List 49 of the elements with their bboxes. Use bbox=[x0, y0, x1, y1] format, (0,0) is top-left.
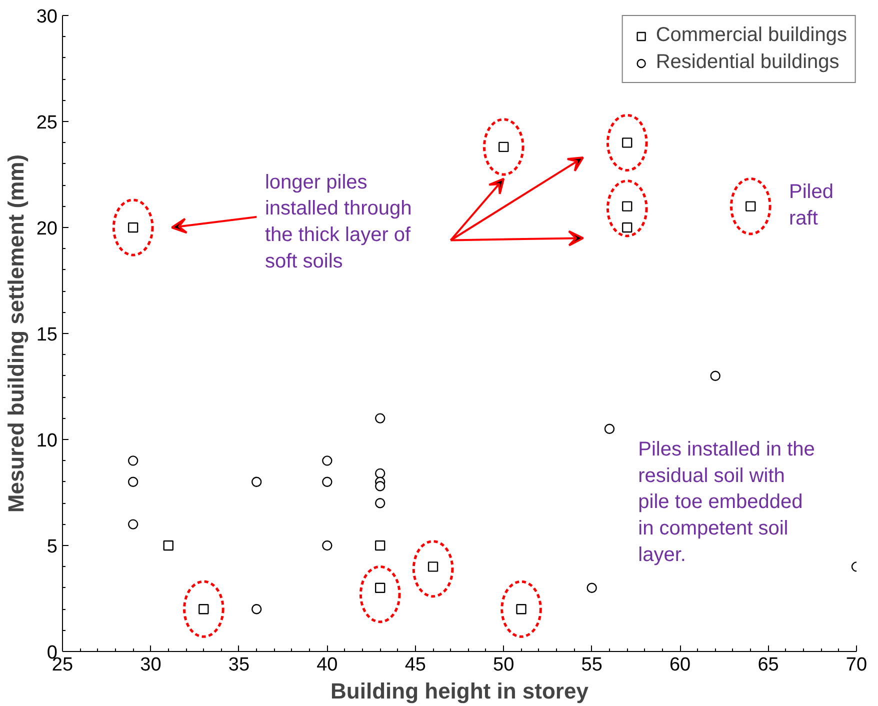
point bbox=[128, 519, 138, 530]
point bbox=[428, 562, 438, 572]
x-tick-label: 35 bbox=[228, 654, 250, 676]
y-tick-label: 10 bbox=[36, 430, 58, 452]
x-tick-label: 70 bbox=[846, 654, 868, 676]
y-tick-label: 30 bbox=[36, 6, 58, 28]
point bbox=[322, 456, 332, 466]
point bbox=[375, 582, 386, 593]
point bbox=[322, 540, 332, 551]
point bbox=[375, 468, 386, 479]
point bbox=[622, 201, 632, 212]
point bbox=[516, 604, 526, 614]
x-tick-label: 60 bbox=[669, 654, 691, 676]
point bbox=[375, 540, 386, 551]
point bbox=[622, 138, 632, 148]
point bbox=[163, 540, 174, 551]
point bbox=[375, 498, 386, 508]
x-tick-label: 30 bbox=[140, 654, 162, 676]
annotation: Piles installed in the residual soil with pile toe embedded in competent soil layer. bbox=[638, 438, 815, 566]
y-tick-label: 15 bbox=[36, 324, 58, 346]
legend-label: Residential buildings bbox=[656, 51, 840, 74]
point bbox=[128, 476, 138, 487]
y-tick-label: 5 bbox=[46, 536, 58, 558]
x-tick-label: 65 bbox=[758, 654, 779, 676]
point bbox=[375, 481, 386, 492]
point bbox=[198, 604, 209, 614]
annotation: longer piles installed through the thick layer of soft soils bbox=[264, 171, 412, 273]
point bbox=[251, 476, 262, 487]
point bbox=[746, 201, 756, 212]
x-tick-label: 45 bbox=[404, 654, 426, 676]
y-axis-title: Mesured building settlement (mm) bbox=[3, 154, 28, 513]
point bbox=[375, 413, 386, 424]
x-tick-label: 40 bbox=[316, 654, 338, 676]
y-tick-label: 25 bbox=[36, 112, 58, 134]
point bbox=[586, 582, 597, 593]
annotation: Piled raft bbox=[789, 180, 834, 230]
point bbox=[128, 222, 138, 233]
x-axis-title: Building height in storey bbox=[330, 678, 590, 704]
point bbox=[622, 222, 632, 233]
y-tick-label: 20 bbox=[36, 218, 58, 240]
point bbox=[710, 370, 720, 381]
x-tick-label: 55 bbox=[581, 654, 602, 676]
point bbox=[498, 142, 509, 152]
point bbox=[604, 424, 615, 434]
point bbox=[128, 456, 138, 466]
point bbox=[322, 476, 332, 487]
point bbox=[251, 604, 262, 614]
legend-label: Commercial buildings bbox=[656, 24, 847, 47]
x-tick-label: 50 bbox=[493, 654, 514, 676]
